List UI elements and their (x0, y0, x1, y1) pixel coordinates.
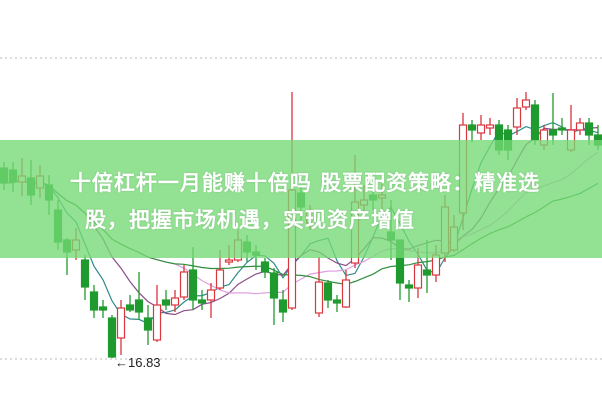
candle-body (134, 299, 144, 313)
candle-body (467, 124, 477, 131)
candle-body (575, 122, 585, 131)
candle (107, 315, 117, 358)
candle-body (521, 99, 531, 108)
candle-body (512, 107, 522, 128)
candle-body (179, 271, 189, 298)
candle-body (224, 259, 234, 263)
candle (143, 305, 153, 345)
candle (134, 272, 144, 320)
candle-body (269, 272, 279, 299)
candle-body (341, 279, 351, 308)
candle-body (476, 124, 486, 134)
candle (260, 258, 270, 278)
candle-body (161, 299, 171, 306)
candle-body (332, 299, 342, 304)
candle (197, 290, 207, 310)
candle-body (80, 259, 90, 288)
candle-body (143, 317, 153, 331)
candle (170, 290, 180, 312)
candle-body (584, 122, 594, 136)
candle-body (404, 284, 414, 289)
candle-body (170, 297, 180, 306)
candle-body (530, 104, 540, 141)
candle (512, 98, 522, 135)
candle-body (413, 264, 423, 289)
candle-body (422, 269, 432, 276)
headline-line-1: 十倍杠杆一月能赚十倍吗 股票配资策略：精准选 (69, 171, 541, 195)
candle-body (431, 254, 441, 276)
headline-title: 十倍杠杆一月能赚十倍吗 股票配资策略：精准选 股，把握市场机遇，实现资产增值 (10, 165, 600, 239)
candle-body (89, 291, 99, 311)
candle-body (116, 307, 126, 339)
low-price-label: ←16.83 (115, 355, 161, 370)
candle-body (485, 124, 495, 129)
candle (521, 92, 531, 110)
candle (485, 118, 495, 135)
candle-body (206, 289, 216, 301)
candle (404, 280, 414, 302)
candle (332, 295, 342, 312)
candle (152, 285, 162, 342)
candle-body (278, 299, 288, 313)
candle (125, 295, 135, 312)
candle-body (107, 317, 117, 358)
candle (341, 270, 351, 308)
candle-body (197, 299, 207, 304)
candle-body (188, 269, 198, 301)
headline-line-2: 股，把握市场机遇，实现资产增值 (85, 208, 415, 232)
candle-body (557, 127, 567, 131)
candle (530, 100, 540, 145)
candle-body (98, 306, 108, 311)
headline-banner (0, 140, 602, 258)
candle-body (323, 282, 333, 301)
candle-body (215, 269, 225, 289)
candle (278, 290, 288, 322)
candle (323, 280, 333, 308)
candle (80, 255, 90, 300)
candle (206, 283, 216, 318)
candle (161, 290, 171, 310)
candle (98, 300, 108, 318)
candle-body (314, 281, 324, 314)
candle (269, 268, 279, 325)
candle (89, 285, 99, 318)
candle-body (125, 304, 135, 311)
candle (548, 93, 558, 145)
candle (314, 257, 324, 317)
candle-body (152, 304, 162, 341)
candle-body (260, 261, 270, 273)
candle (476, 115, 486, 140)
candle (575, 118, 585, 135)
candle (179, 265, 189, 300)
candle (467, 120, 477, 142)
candle (116, 300, 126, 355)
candle (557, 118, 567, 135)
candle-body (548, 129, 558, 136)
